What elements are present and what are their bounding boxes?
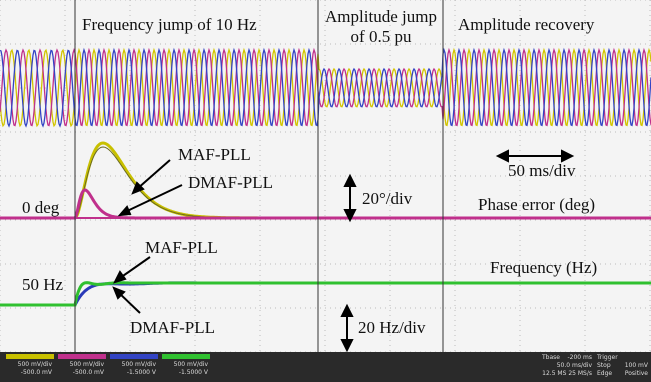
channel-offset: -1.5000 V xyxy=(127,369,157,376)
trigger-mode: Stop xyxy=(597,362,611,369)
annotation: DMAF-PLL xyxy=(130,318,215,337)
channel-scale: 500 mV/div xyxy=(174,361,209,368)
channel-tag xyxy=(6,354,54,359)
timebase-delay: -200 ms xyxy=(568,354,593,361)
timebase-rate: 12.5 MS 25 MS/s xyxy=(542,370,592,377)
annotation: of 0.5 pu xyxy=(351,27,412,46)
annotation: DMAF-PLL xyxy=(188,173,273,192)
annotation: Frequency (Hz) xyxy=(490,258,597,277)
annotation: 0 deg xyxy=(22,198,60,217)
annotation: MAF-PLL xyxy=(145,238,218,257)
annotation: 20 Hz/div xyxy=(358,318,426,337)
trigger-slope: Positive xyxy=(625,370,648,377)
annotation: MAF-PLL xyxy=(178,145,251,164)
channel-offset: -500.0 mV xyxy=(73,369,105,376)
timebase-title: Tbase xyxy=(541,354,560,361)
trigger-title: Trigger xyxy=(596,354,618,361)
annotation: Amplitude jump xyxy=(325,7,437,26)
trigger-level: 100 mV xyxy=(625,362,649,369)
annotation: Phase error (deg) xyxy=(478,195,595,214)
annotation: Amplitude recovery xyxy=(458,15,595,34)
channel-scale: 500 mV/div xyxy=(18,361,53,368)
annotation: 50 ms/div xyxy=(508,161,576,180)
annotation: Frequency jump of 10 Hz xyxy=(82,15,257,34)
scope-screenshot: Frequency jump of 10 Hz Amplitude jump o… xyxy=(0,0,651,382)
channel-offset: -500.0 mV xyxy=(21,369,53,376)
timebase-scale: 50.0 ms/div xyxy=(557,362,593,369)
channel-scale: 500 mV/div xyxy=(122,361,157,368)
channel-tag xyxy=(162,354,210,359)
channel-tag xyxy=(58,354,106,359)
channel-scale: 500 mV/div xyxy=(70,361,105,368)
channel-tag xyxy=(110,354,158,359)
annotation: 20°/div xyxy=(362,189,413,208)
trigger-type: Edge xyxy=(597,370,612,377)
channel-offset: -1.5000 V xyxy=(179,369,209,376)
annotation: 50 Hz xyxy=(22,275,64,294)
